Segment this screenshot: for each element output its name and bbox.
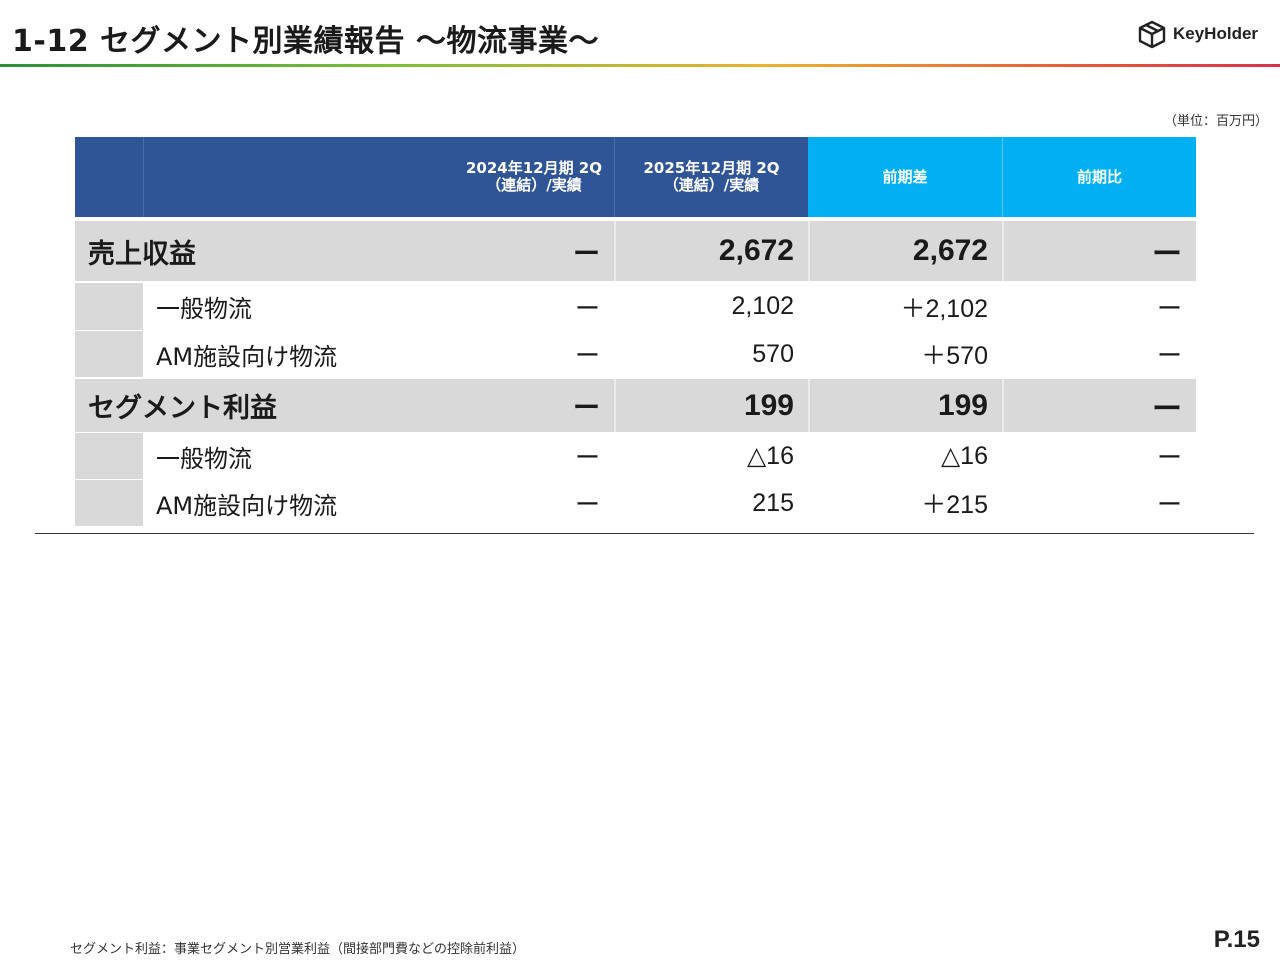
row-label: 売上収益 ー xyxy=(75,221,614,281)
table-row: セグメント利益 ー 199 199 ー xyxy=(75,379,1196,432)
indent-cell xyxy=(75,433,143,479)
table-row: 一般物流 ー △16 △16 ー xyxy=(75,433,1196,479)
cell-value: △16 xyxy=(746,442,794,470)
company-logo: KeyHolder xyxy=(1137,19,1258,49)
cell-value: ー xyxy=(573,393,600,424)
row-label: AM施設向け物流 ー xyxy=(143,480,614,526)
cell-value: 215 xyxy=(752,488,794,517)
row-label: 一般物流 ー xyxy=(143,433,614,479)
cell-value: ー xyxy=(1156,491,1182,519)
cell-value: 199 xyxy=(614,379,808,432)
page-title: 1-12 セグメント別業績報告 ～物流事業～ xyxy=(12,24,599,59)
cell-value: 570 xyxy=(752,339,794,368)
row-label: 一般物流 ー xyxy=(143,283,614,330)
cell-value: ー xyxy=(574,294,600,323)
cell-value: ー xyxy=(573,238,600,270)
logo-text: KeyHolder xyxy=(1173,24,1259,43)
header-col-diff: 前期差 xyxy=(808,137,1002,217)
table-row: AM施設向け物流 ー 570 ＋570 ー xyxy=(75,331,1196,377)
table-bottom-rule xyxy=(35,533,1254,534)
unit-note: （単位：百万円） xyxy=(1163,114,1268,129)
table-row: AM施設向け物流 ー 215 ＋215 ー xyxy=(75,480,1196,526)
cell-value: ー xyxy=(1002,379,1196,432)
indent-cell xyxy=(75,283,143,330)
cell-value: ＋2,102 xyxy=(900,294,988,323)
header-col-2025: 2025年12月期 2Q （連結）/実績 xyxy=(614,137,808,217)
page-number: P.15 xyxy=(1213,926,1260,953)
cell-value: △16 xyxy=(940,442,988,470)
table-header-row: 2024年12月期 2Q （連結）/実績 2025年12月期 2Q （連結）/実績 … xyxy=(75,137,1196,217)
cell-value: ー xyxy=(1156,444,1182,472)
cell-value: ー xyxy=(574,342,600,370)
cell-value: ー xyxy=(574,491,600,519)
indent-cell xyxy=(75,331,143,377)
header-col-2024: 2024年12月期 2Q （連結）/実績 xyxy=(143,137,614,217)
header-blank-cell xyxy=(75,137,143,217)
cell-value: 2,672 xyxy=(808,221,1002,281)
cell-value: 199 xyxy=(808,379,1002,432)
row-label: セグメント利益 ー xyxy=(75,379,614,432)
cell-value: ー xyxy=(1156,294,1182,323)
footnote: セグメント利益：事業セグメント別営業利益（間接部門費などの控除前利益） xyxy=(70,942,526,957)
header-col-ratio: 前期比 xyxy=(1002,137,1196,217)
table-row: 売上収益 ー 2,672 2,672 ー xyxy=(75,221,1196,281)
cell-value: 2,672 xyxy=(614,221,808,281)
indent-cell xyxy=(75,480,143,526)
cell-value: ー xyxy=(574,444,600,472)
cell-value: ー xyxy=(1002,221,1196,281)
cell-value: 2,102 xyxy=(731,292,794,320)
table-row: 一般物流 ー 2,102 ＋2,102 ー xyxy=(75,283,1196,330)
cell-value: ー xyxy=(1156,342,1182,370)
cell-value: ＋215 xyxy=(921,491,988,519)
header-divider xyxy=(0,64,1280,67)
cube-logo-icon xyxy=(1138,20,1166,49)
row-label: AM施設向け物流 ー xyxy=(143,331,614,377)
cell-value: ＋570 xyxy=(921,342,988,370)
